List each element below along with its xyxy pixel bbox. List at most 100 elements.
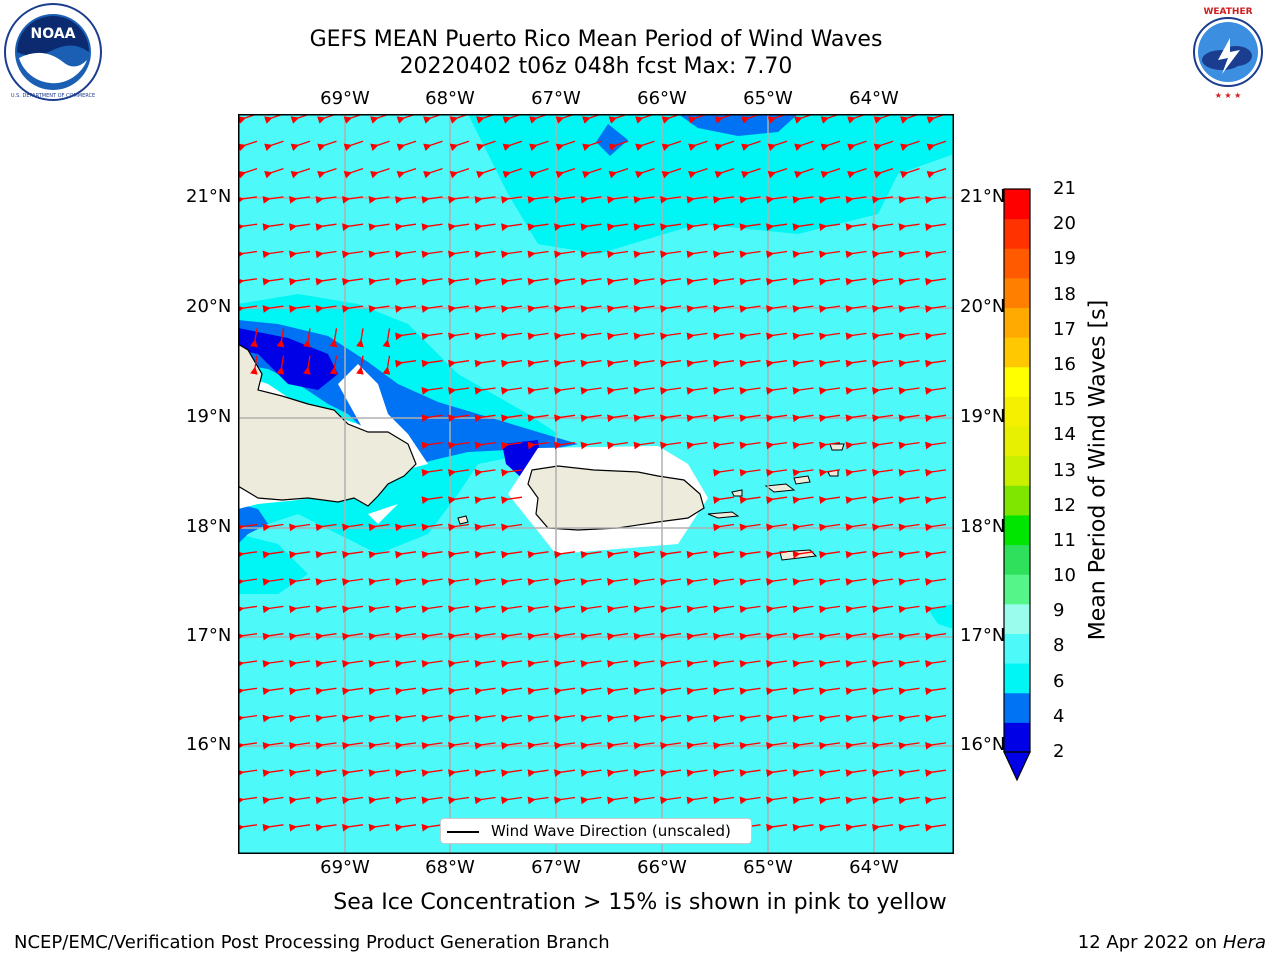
wave-direction-arrow bbox=[686, 250, 708, 259]
wave-direction-arrow bbox=[289, 305, 311, 313]
wave-direction-arrow bbox=[421, 660, 443, 668]
wave-direction-arrow bbox=[421, 468, 443, 477]
wave-direction-arrow bbox=[819, 660, 841, 668]
wave-direction-arrow bbox=[421, 387, 443, 395]
wave-direction-arrow bbox=[713, 796, 735, 805]
wave-direction-arrow bbox=[766, 250, 788, 259]
wave-direction-arrow bbox=[289, 223, 311, 231]
wave-direction-arrow bbox=[262, 741, 284, 750]
wave-direction-arrow bbox=[739, 359, 761, 368]
wave-direction-arrow bbox=[926, 140, 947, 152]
wave-direction-arrow bbox=[925, 796, 947, 805]
wave-direction-arrow bbox=[342, 523, 364, 532]
wave-direction-arrow bbox=[845, 387, 867, 395]
wave-direction-arrow bbox=[898, 823, 920, 832]
wave-direction-arrow bbox=[607, 578, 629, 586]
wave-direction-arrow bbox=[315, 277, 337, 286]
wave-direction-arrow bbox=[872, 496, 894, 504]
wave-direction-arrow bbox=[501, 195, 523, 204]
wave-direction-arrow bbox=[713, 414, 735, 423]
virgin-islands bbox=[793, 475, 811, 485]
wave-direction-arrow bbox=[925, 769, 947, 777]
wave-direction-arrow bbox=[713, 578, 735, 586]
wave-direction-arrow bbox=[845, 714, 867, 723]
wave-direction-arrow bbox=[501, 578, 523, 586]
wave-direction-arrow bbox=[329, 355, 338, 375]
wave-direction-arrow bbox=[898, 223, 920, 231]
lon-label-bottom: 64°W bbox=[849, 857, 899, 878]
wave-direction-arrow bbox=[474, 687, 496, 696]
wave-direction-arrow bbox=[527, 441, 549, 450]
wave-direction-arrow bbox=[580, 578, 602, 586]
wave-direction-arrow bbox=[925, 332, 947, 341]
wave-direction-arrow bbox=[792, 223, 814, 231]
wave-direction-arrow bbox=[686, 359, 708, 368]
wave-direction-arrow bbox=[819, 550, 841, 559]
wave-direction-arrow bbox=[554, 223, 576, 231]
wave-direction-arrow bbox=[633, 687, 655, 696]
colorbar-tick-label: 21 bbox=[1053, 178, 1076, 199]
wave-direction-arrow bbox=[262, 277, 284, 286]
wave-direction-arrow bbox=[766, 632, 788, 641]
wave-direction-arrow bbox=[264, 140, 284, 152]
wave-direction-arrow bbox=[315, 632, 337, 641]
wave-direction-arrow bbox=[289, 250, 311, 259]
wave-direction-arrow bbox=[382, 328, 391, 348]
wave-direction-arrow bbox=[343, 140, 364, 152]
wave-direction-arrow bbox=[501, 687, 523, 696]
wave-direction-arrow bbox=[474, 223, 496, 231]
wave-direction-arrow bbox=[356, 328, 364, 348]
lat-label-right: 20°N bbox=[960, 296, 1006, 317]
wave-direction-arrow bbox=[925, 687, 947, 696]
wave-direction-arrow bbox=[686, 632, 708, 641]
colorbar-tick-label: 16 bbox=[1053, 353, 1076, 375]
wave-direction-arrow bbox=[527, 387, 549, 395]
wave-direction-arrow bbox=[289, 632, 311, 641]
wave-direction-arrow bbox=[686, 578, 708, 586]
wave-direction-arrow bbox=[872, 823, 894, 832]
wave-direction-arrow bbox=[633, 277, 655, 286]
wave-direction-arrow bbox=[845, 250, 867, 259]
footer-date-text: 12 Apr 2022 on bbox=[1077, 932, 1218, 953]
wave-direction-arrow bbox=[686, 741, 708, 750]
wave-direction-arrow bbox=[819, 468, 841, 477]
colorbar-cell bbox=[1004, 366, 1030, 397]
wave-direction-arrow bbox=[342, 796, 364, 805]
wave-direction-arrow bbox=[474, 305, 496, 313]
wave-direction-arrow bbox=[661, 167, 682, 179]
wave-direction-arrow bbox=[238, 223, 258, 231]
wave-direction-arrow bbox=[315, 769, 337, 777]
wave-direction-arrow bbox=[315, 823, 337, 832]
colorbar-tick-label: 9 bbox=[1053, 600, 1065, 622]
wave-direction-arrow bbox=[262, 714, 284, 723]
wave-direction-arrow bbox=[686, 605, 708, 614]
wave-direction-arrow bbox=[766, 332, 788, 341]
wave-direction-arrow bbox=[607, 741, 629, 750]
wave-direction-arrow bbox=[766, 687, 788, 696]
wave-direction-arrow bbox=[819, 332, 841, 341]
wave-direction-arrow bbox=[527, 277, 549, 286]
wave-direction-arrow bbox=[845, 332, 867, 341]
wave-direction-arrow bbox=[395, 332, 417, 341]
wave-direction-arrow bbox=[238, 550, 258, 559]
wave-direction-arrow bbox=[421, 714, 443, 723]
wave-direction-arrow bbox=[238, 632, 258, 641]
wave-direction-arrow bbox=[607, 796, 629, 805]
wave-direction-arrow bbox=[421, 441, 443, 450]
wave-direction-arrow bbox=[501, 223, 523, 231]
wave-direction-arrow bbox=[474, 496, 496, 504]
lon-label-top: 65°W bbox=[743, 88, 793, 109]
wave-direction-arrow bbox=[925, 441, 947, 450]
wave-direction-arrow bbox=[792, 687, 814, 696]
wave-direction-arrow bbox=[741, 140, 761, 152]
wave-direction-arrow bbox=[238, 823, 258, 832]
wave-direction-arrow bbox=[501, 632, 523, 641]
wave-direction-arrow bbox=[713, 332, 735, 341]
wave-direction-arrow bbox=[739, 305, 761, 313]
svg-text:★ ★ ★: ★ ★ ★ bbox=[1215, 91, 1242, 100]
wave-direction-arrow bbox=[448, 277, 470, 286]
wave-direction-arrow bbox=[476, 167, 496, 179]
wave-direction-arrow bbox=[448, 796, 470, 805]
wave-direction-arrow bbox=[766, 796, 788, 805]
wave-direction-arrow bbox=[898, 441, 920, 450]
